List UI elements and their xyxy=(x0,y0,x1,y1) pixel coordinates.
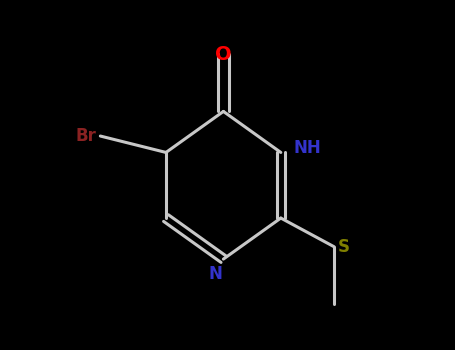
Text: NH: NH xyxy=(293,139,321,158)
Text: S: S xyxy=(338,238,350,256)
Text: O: O xyxy=(215,44,232,63)
Text: Br: Br xyxy=(76,127,96,145)
Text: N: N xyxy=(208,265,222,283)
